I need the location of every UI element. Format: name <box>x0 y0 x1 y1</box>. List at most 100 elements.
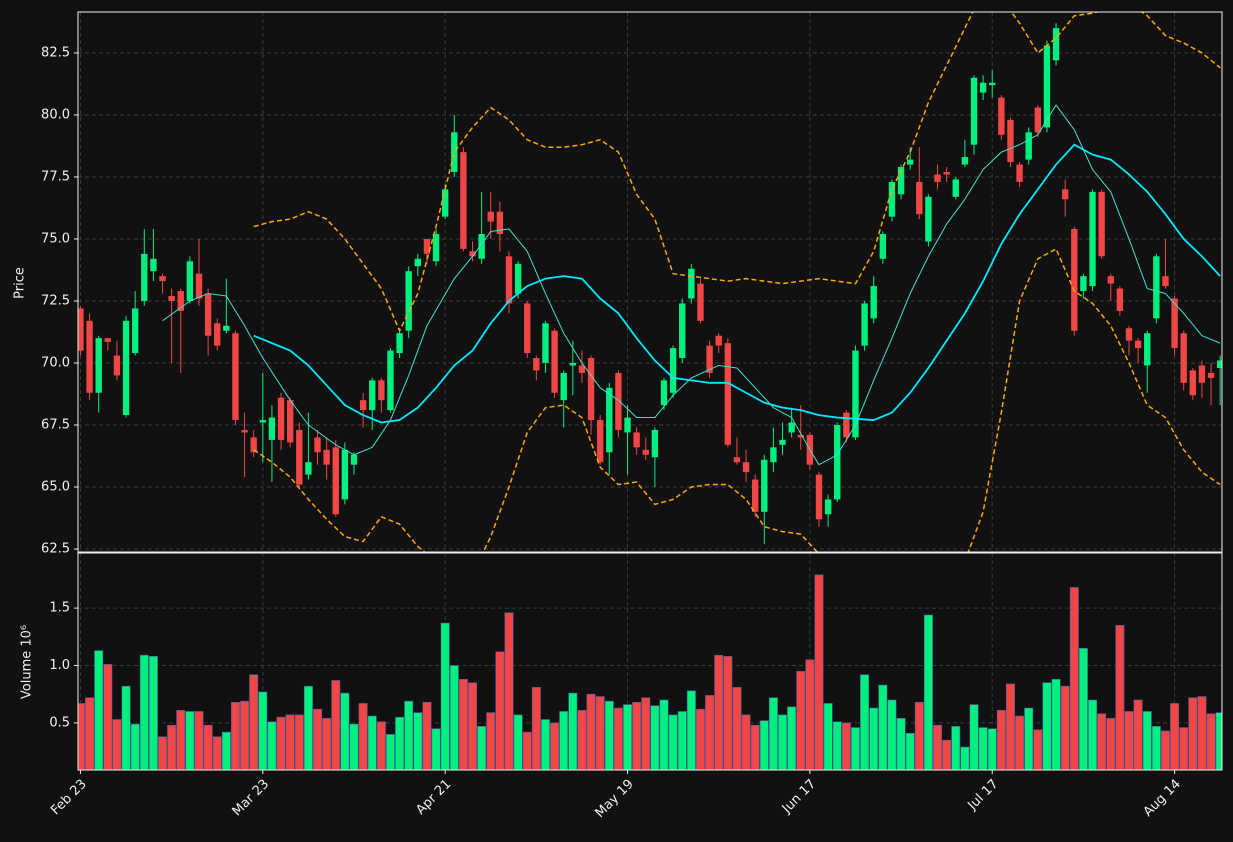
candle-body <box>587 358 595 421</box>
price-frame <box>77 11 1223 553</box>
volume-bar <box>869 707 879 770</box>
y-tick-label: 72.5 <box>41 293 70 308</box>
volume-bar <box>1060 685 1070 770</box>
y-tick-label: 1.0 <box>49 658 70 673</box>
volume-bar <box>586 693 596 770</box>
volume-bar <box>221 731 231 770</box>
candle-body <box>1061 189 1069 200</box>
candle-body <box>615 372 622 430</box>
indicator-line <box>253 143 1221 424</box>
candle-body <box>1134 340 1142 349</box>
candle-body <box>788 422 795 433</box>
volume-bar <box>805 659 815 770</box>
volume-bar <box>1078 647 1088 770</box>
volume-bar <box>477 726 487 770</box>
y-tick-label: 67.5 <box>41 417 70 432</box>
candle-body <box>159 276 166 282</box>
y-tick-label: 80.0 <box>41 107 70 122</box>
indicator-line <box>253 12 1221 332</box>
candle-body <box>797 434 804 438</box>
candle-body <box>870 286 877 319</box>
volume-bar <box>559 711 569 770</box>
volume-bar <box>787 706 797 770</box>
volume-bar <box>176 709 186 770</box>
candle-body <box>715 335 722 346</box>
volume-bar <box>668 714 678 770</box>
volume-bar <box>130 723 140 770</box>
volume-bar <box>632 701 642 770</box>
candle-body <box>1025 132 1032 160</box>
volume-bar <box>1015 715 1025 770</box>
candle-body <box>861 303 868 346</box>
candle-body <box>1162 276 1169 287</box>
candle-body <box>131 308 139 354</box>
candle-body <box>1052 28 1060 61</box>
volume-bar <box>486 712 496 770</box>
volume-bar <box>249 674 259 770</box>
candle-body <box>359 400 367 411</box>
candle-body <box>86 320 93 393</box>
candle-body <box>223 325 230 331</box>
volume-bar <box>103 664 113 770</box>
candle-body <box>250 437 257 453</box>
price-axis-label: Price <box>13 267 28 299</box>
candle-body <box>1144 333 1151 366</box>
volume-bar <box>440 622 450 770</box>
candle-body <box>487 211 494 222</box>
candle-body <box>1125 328 1133 341</box>
candle-body <box>195 273 203 299</box>
indicator-line <box>253 248 1221 552</box>
candle-body <box>414 258 422 267</box>
candle-body <box>1180 333 1187 383</box>
volume-bar <box>431 728 441 770</box>
candle-body <box>642 449 649 455</box>
volume-bar <box>422 701 432 770</box>
candle-body <box>1080 276 1087 292</box>
candle-body <box>669 348 677 393</box>
volume-bar <box>167 724 177 770</box>
candle-body <box>697 283 704 321</box>
candle-body <box>286 400 294 443</box>
volume-bar <box>1069 587 1079 770</box>
volume-bar <box>577 709 587 770</box>
volume-bar <box>887 699 897 770</box>
volume-bar <box>1097 713 1107 770</box>
volume-bar <box>449 665 459 770</box>
volume-bar <box>322 718 332 770</box>
volume-bar <box>240 700 250 770</box>
volume-bar <box>1170 703 1180 770</box>
volume-bar <box>1151 726 1161 770</box>
candle-body <box>879 234 887 259</box>
candle-body <box>241 429 248 433</box>
candle-body <box>186 261 194 301</box>
volume-bar <box>595 696 605 770</box>
candle-body <box>888 181 896 217</box>
volume-bar <box>750 724 760 770</box>
candle-body <box>113 355 121 376</box>
candle-body <box>560 372 567 401</box>
candle-body <box>733 457 741 463</box>
candle-body <box>378 380 385 401</box>
candle-body <box>961 157 969 165</box>
candle-body <box>1207 372 1215 378</box>
candle-body <box>514 263 522 294</box>
y-tick-label: 82.5 <box>41 45 70 60</box>
y-tick-label: 75.0 <box>41 231 70 246</box>
candle-body <box>150 258 157 272</box>
volume-bar <box>376 721 386 770</box>
candle-body <box>989 82 996 86</box>
candle-body <box>95 338 102 393</box>
volume-bar <box>960 746 970 770</box>
volume-bar <box>550 722 560 770</box>
volume-bar <box>823 703 833 770</box>
candle-body <box>432 234 440 262</box>
volume-bar <box>139 654 149 770</box>
volume-bar <box>1042 682 1052 770</box>
volume-bar <box>148 656 158 770</box>
candle-body <box>1189 370 1197 396</box>
candle-body <box>1153 256 1160 319</box>
volume-bar <box>1179 727 1189 770</box>
candle-body <box>423 238 431 254</box>
candle-body <box>596 420 604 463</box>
